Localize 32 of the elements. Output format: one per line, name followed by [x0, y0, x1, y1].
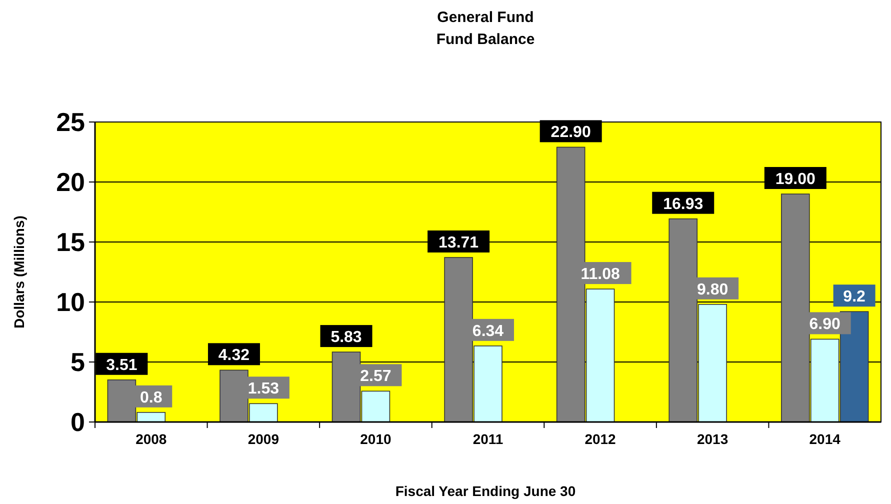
x-tick-label: 2012 [584, 431, 616, 447]
x-tick-label: 2013 [696, 431, 728, 447]
data-label: 11.08 [580, 266, 620, 284]
x-tick-label: 2009 [248, 431, 280, 447]
y-tick-label: 10 [56, 287, 85, 317]
data-label: 16.93 [663, 196, 704, 213]
x-tick-label: 2011 [472, 431, 504, 447]
x-axis-title: Fiscal Year Ending June 30 [395, 483, 576, 499]
y-tick-label: 5 [70, 347, 85, 377]
data-label: 0.8 [140, 389, 162, 406]
y-axis-title: Dollars (Millions) [11, 216, 27, 328]
y-tick-label: 15 [56, 227, 85, 257]
data-label: 6.34 [472, 322, 504, 340]
data-label: 3.51 [106, 356, 138, 374]
y-tick-label: 20 [56, 167, 85, 197]
data-label: 5.83 [330, 329, 362, 346]
x-tick-label: 2014 [809, 431, 841, 447]
y-tick-label: 25 [56, 107, 85, 137]
chart-subtitle: Fund Balance [436, 31, 535, 48]
x-tick-label: 2008 [136, 431, 167, 447]
data-label: 19.00 [775, 171, 816, 188]
data-label: 2.57 [360, 368, 392, 386]
chart-title: General Fund [437, 9, 534, 26]
data-label: 22.90 [550, 124, 591, 142]
data-label: 9.2 [843, 288, 866, 306]
y-tick-label: 0 [70, 407, 85, 437]
data-label: 9.80 [697, 281, 728, 298]
data-label: 13.71 [438, 234, 479, 252]
data-label: 4.32 [218, 347, 250, 364]
data-label: 1.53 [248, 380, 280, 398]
x-tick-label: 2010 [360, 431, 392, 447]
data-label: 6.90 [809, 316, 841, 334]
